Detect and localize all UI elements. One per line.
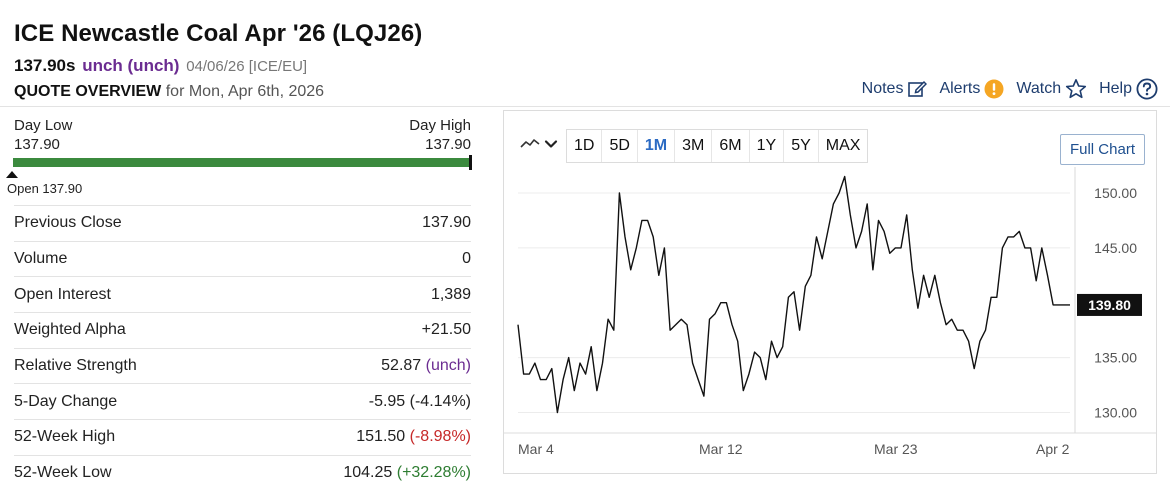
help-icon: [1136, 78, 1158, 100]
last-price: 137.90s: [14, 56, 76, 75]
stat-row-weighted-alpha: Weighted Alpha +21.50: [14, 312, 471, 348]
day-low-label: Day Low: [14, 117, 73, 134]
stat-row-previous-close: Previous Close 137.90: [14, 205, 471, 241]
timeframe-3m-button[interactable]: 3M: [675, 130, 713, 162]
stat-value-group: 52.87 (unch): [381, 357, 471, 375]
timeframe-max-button[interactable]: MAX: [825, 137, 861, 154]
help-button[interactable]: Help: [1099, 78, 1158, 100]
price-chart[interactable]: 130.00 135.00 145.00 150.00 Mar 4 Mar 12 Mar 2…: [504, 111, 1156, 473]
stat-row-open-interest: Open Interest 1,389: [14, 276, 471, 312]
chart-type-selector[interactable]: [520, 137, 558, 151]
stat-value: 151.50: [356, 428, 406, 446]
x-tick-label: Mar 12: [699, 441, 743, 457]
timeframe-1y-button[interactable]: 1Y: [750, 130, 785, 162]
stat-value-change: (unch): [425, 357, 471, 375]
day-range-labels: Day Low Day High 137.90 137.90: [14, 116, 471, 154]
stat-row-volume: Volume 0: [14, 240, 471, 277]
day-range-bar: [13, 155, 472, 170]
stat-label: Open Interest: [14, 285, 111, 303]
notes-label: Notes: [861, 80, 904, 97]
stat-value: -5.95 (-4.14%): [368, 392, 471, 410]
y-tick-label: 135.00: [1094, 350, 1137, 366]
y-tick-label: 145.00: [1094, 240, 1137, 256]
day-high-label: Day High: [409, 117, 471, 134]
stat-value-change: (-8.98%): [409, 428, 471, 446]
chart-panel: 130.00 135.00 145.00 150.00 Mar 4 Mar 12 Mar 2…: [503, 110, 1157, 474]
timeframe-5d-button[interactable]: 5D: [602, 130, 638, 162]
day-range-current-tick: [469, 155, 472, 170]
day-high-value: 137.90: [425, 136, 471, 153]
stat-value: 104.25: [343, 464, 393, 482]
quote-overview-label: QUOTE OVERVIEW: [14, 83, 162, 100]
x-tick-label: Mar 23: [874, 441, 918, 457]
notes-button[interactable]: Notes: [862, 79, 928, 99]
timeframe-5y-button[interactable]: 5Y: [784, 130, 819, 162]
date-exchange: 04/06/26 [ICE/EU]: [186, 58, 308, 75]
stat-row-52-week-low: 52-Week Low 104.25 (+32.28%): [14, 454, 471, 491]
stat-value-group: 151.50 (-8.98%): [356, 428, 471, 446]
chevron-down-icon: [544, 140, 558, 148]
stat-label: Volume: [14, 250, 68, 268]
x-tick-label: Mar 4: [518, 441, 554, 457]
alerts-button[interactable]: Alerts: [939, 79, 1004, 99]
stat-label: 52-Week Low: [14, 464, 112, 482]
y-tick-label: 150.00: [1094, 185, 1137, 201]
quote-overview-date: for Mon, Apr 6th, 2026: [165, 83, 325, 100]
quote-overview-heading: QUOTE OVERVIEW for Mon, Apr 6th, 2026: [14, 83, 324, 101]
timeframe-1d-button[interactable]: 1D: [567, 130, 603, 162]
stat-label: Weighted Alpha: [14, 321, 126, 339]
stat-label: Previous Close: [14, 214, 122, 232]
header-divider: [0, 106, 1170, 107]
stat-value-group: 104.25 (+32.28%): [343, 464, 471, 482]
line-chart-icon: [520, 139, 540, 148]
full-chart-button[interactable]: Full Chart: [1059, 134, 1145, 165]
help-label: Help: [1099, 80, 1132, 97]
timeframe-1m-button[interactable]: 1M: [638, 130, 676, 162]
alert-warning-icon: [984, 79, 1004, 99]
last-value-badge: [1077, 293, 1142, 316]
stat-value: 137.90: [422, 214, 471, 232]
stat-value-change: (+32.28%): [396, 464, 471, 482]
x-tick-label: Apr 2: [1036, 441, 1070, 457]
open-price-label: Open 137.90: [7, 181, 83, 196]
stat-row-relative-strength: Relative Strength 52.87 (unch): [14, 347, 471, 384]
stat-row-5-day-change: 5-Day Change -5.95 (-4.14%): [14, 383, 471, 419]
timeframe-6m-button[interactable]: 6M: [712, 130, 750, 162]
watch-button[interactable]: Watch: [1016, 78, 1087, 100]
price-series-line: [517, 175, 1070, 414]
note-edit-icon: [908, 80, 928, 97]
stat-label: Relative Strength: [14, 357, 137, 375]
page-title: ICE Newcastle Coal Apr '26 (LQJ26): [14, 20, 423, 47]
price-line: 137.90s unch (unch) 04/06/26 [ICE/EU]: [14, 56, 307, 76]
stat-label: 52-Week High: [14, 428, 116, 446]
stats-table: Previous Close 137.90 Volume 0 Open Inte…: [14, 205, 471, 491]
stat-label: 5-Day Change: [14, 392, 118, 410]
star-icon: [1065, 79, 1087, 99]
alerts-label: Alerts: [939, 80, 981, 97]
action-bar: Notes Alerts Watch Help: [850, 78, 1158, 100]
stat-value: 52.87: [381, 357, 422, 375]
last-value-label: 139.80: [1088, 297, 1131, 313]
watch-label: Watch: [1016, 80, 1062, 97]
price-change: unch (unch): [82, 56, 180, 75]
timeframe-selector: 1D 5D 1M 3M 6M 1Y 5Y MAX: [566, 129, 869, 163]
stat-value: 0: [462, 250, 471, 268]
open-marker-icon: [6, 171, 18, 178]
stat-row-52-week-high: 52-Week High 151.50 (-8.98%): [14, 419, 471, 455]
stat-value: +21.50: [421, 321, 471, 339]
y-tick-label: 130.00: [1094, 405, 1137, 421]
stat-value: 1,389: [430, 285, 471, 303]
day-low-value: 137.90: [14, 136, 60, 153]
